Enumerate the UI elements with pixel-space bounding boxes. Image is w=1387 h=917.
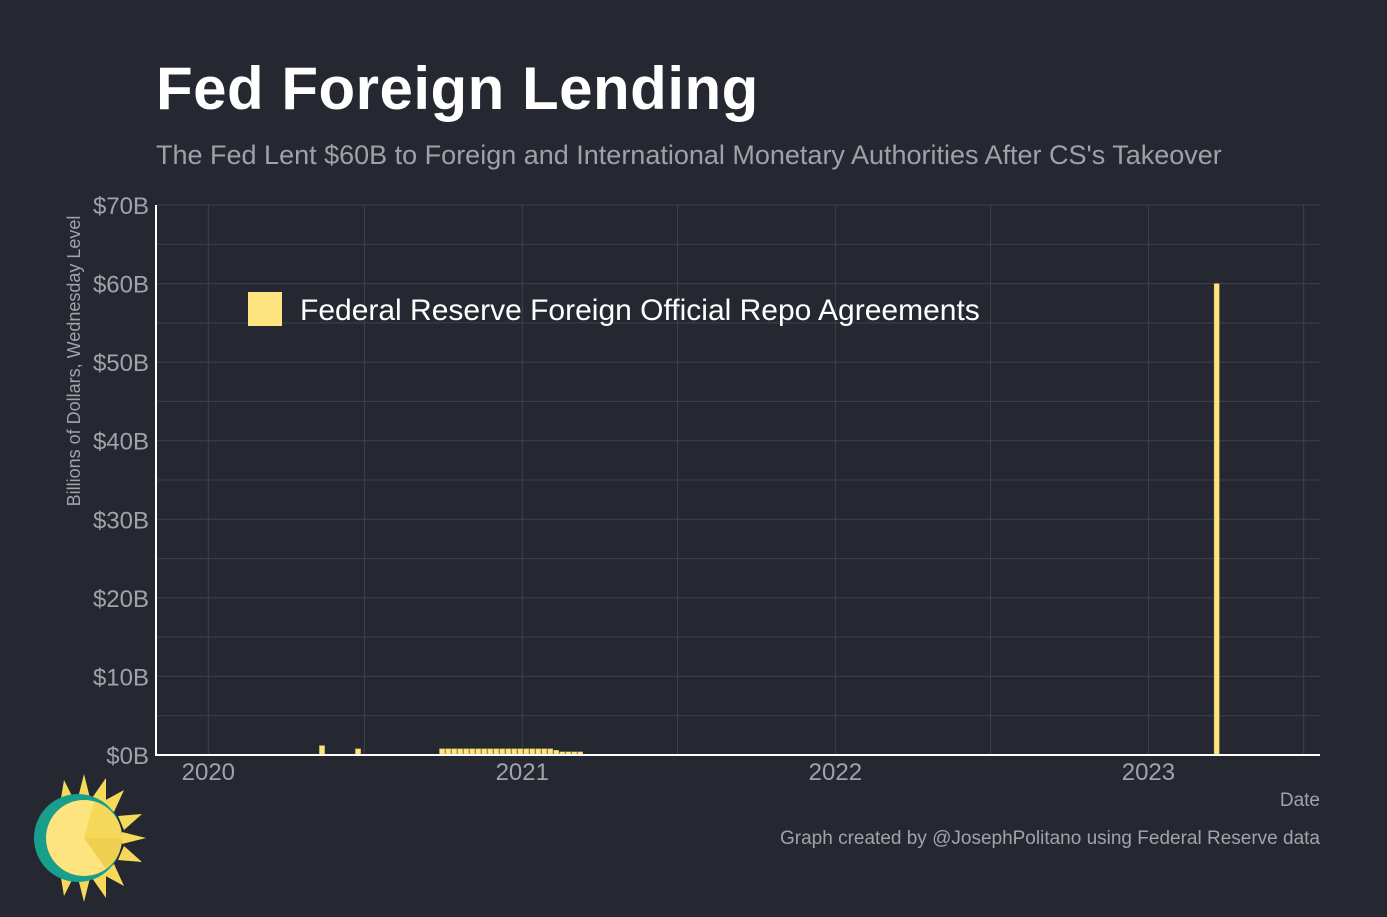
y-axis-label: Billions of Dollars, Wednesday Level [64,216,84,507]
y-tick-label: $70B [93,193,149,220]
y-tick-label: $20B [93,586,149,613]
y-tick-label: $10B [93,664,149,691]
y-tick-label: $40B [93,429,149,456]
legend-label: Federal Reserve Foreign Official Repo Ag… [300,294,980,327]
y-tick-label: $30B [93,507,149,534]
grid-lines [156,204,1320,756]
x-axis-label: Date [1280,790,1320,811]
x-tick-labels: 2020 2021 2022 2023 [182,759,1176,786]
legend: Federal Reserve Foreign Official Repo Ag… [248,292,980,327]
legend-swatch [248,292,282,326]
bar [319,745,325,756]
x-tick-label: 2020 [182,759,235,786]
x-tick-label: 2022 [809,759,862,786]
y-tick-label: $50B [93,350,149,377]
x-tick-label: 2021 [496,759,549,786]
y-tick-labels: $0B $10B $20B $30B $40B $50B $60B $70B [93,193,149,770]
y-tick-label: $0B [106,743,149,770]
source-caption: Graph created by @JosephPolitano using F… [780,828,1320,849]
bar [1213,283,1220,756]
x-tick-label: 2023 [1122,759,1175,786]
axes [155,205,1320,756]
y-tick-label: $60B [93,272,149,299]
sun-icon [34,774,146,902]
chart-title: Fed Foreign Lending [156,55,759,122]
chart-subtitle: The Fed Lent $60B to Foreign and Interna… [156,140,1222,170]
